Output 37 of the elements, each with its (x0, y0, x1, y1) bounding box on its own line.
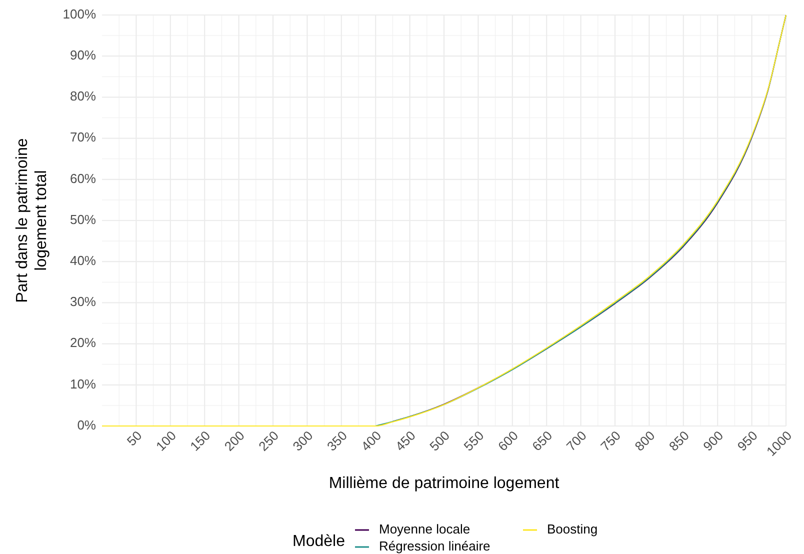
x-axis-title: Millième de patrimoine logement (328, 475, 560, 492)
x-tick-label: 600 (495, 428, 521, 454)
x-tick-label: 850 (666, 428, 692, 454)
x-tick-label: 400 (358, 428, 384, 454)
x-tick-label: 250 (256, 428, 282, 454)
y-tick-label: 20% (70, 335, 96, 350)
x-tick-label: 300 (290, 428, 316, 454)
y-tick-label: 80% (70, 88, 96, 104)
x-tick-label: 500 (426, 428, 453, 454)
x-tick-label: 550 (460, 428, 487, 454)
y-tick-label: 0% (77, 417, 96, 432)
x-tick-label: 100 (153, 428, 179, 454)
y-tick-label: 40% (70, 253, 96, 268)
legend-label: Boosting (547, 521, 598, 536)
legend-label: Moyenne locale (379, 521, 470, 536)
y-tick-label: 100% (62, 6, 96, 22)
x-tick-label: 750 (598, 428, 624, 454)
x-tick-label: 650 (529, 428, 556, 454)
y-tick-label: 30% (70, 294, 96, 310)
y-axis-title: Part dans le patrimoine logement total (14, 138, 50, 303)
y-tick-label: 50% (70, 212, 96, 227)
x-tick-label: 900 (700, 428, 726, 454)
legend-label: Régression linéaire (379, 538, 490, 554)
y-tick-label: 70% (70, 130, 96, 145)
y-tick-label: 60% (70, 170, 96, 186)
y-tick-label: 10% (70, 376, 96, 392)
x-tick-label: 50 (124, 428, 145, 449)
x-tick-label: 150 (187, 428, 214, 454)
line-series (101, 14, 787, 427)
legend-title: Modèle (292, 533, 346, 550)
y-tick-label: 90% (70, 48, 96, 63)
x-tick-label: 450 (392, 428, 418, 454)
x-tick-label: 350 (324, 428, 350, 454)
x-tick-label: 950 (734, 428, 760, 454)
x-tick-label: 700 (563, 428, 590, 454)
x-tick-label: 800 (632, 428, 658, 454)
x-tick-label: 200 (221, 428, 248, 454)
